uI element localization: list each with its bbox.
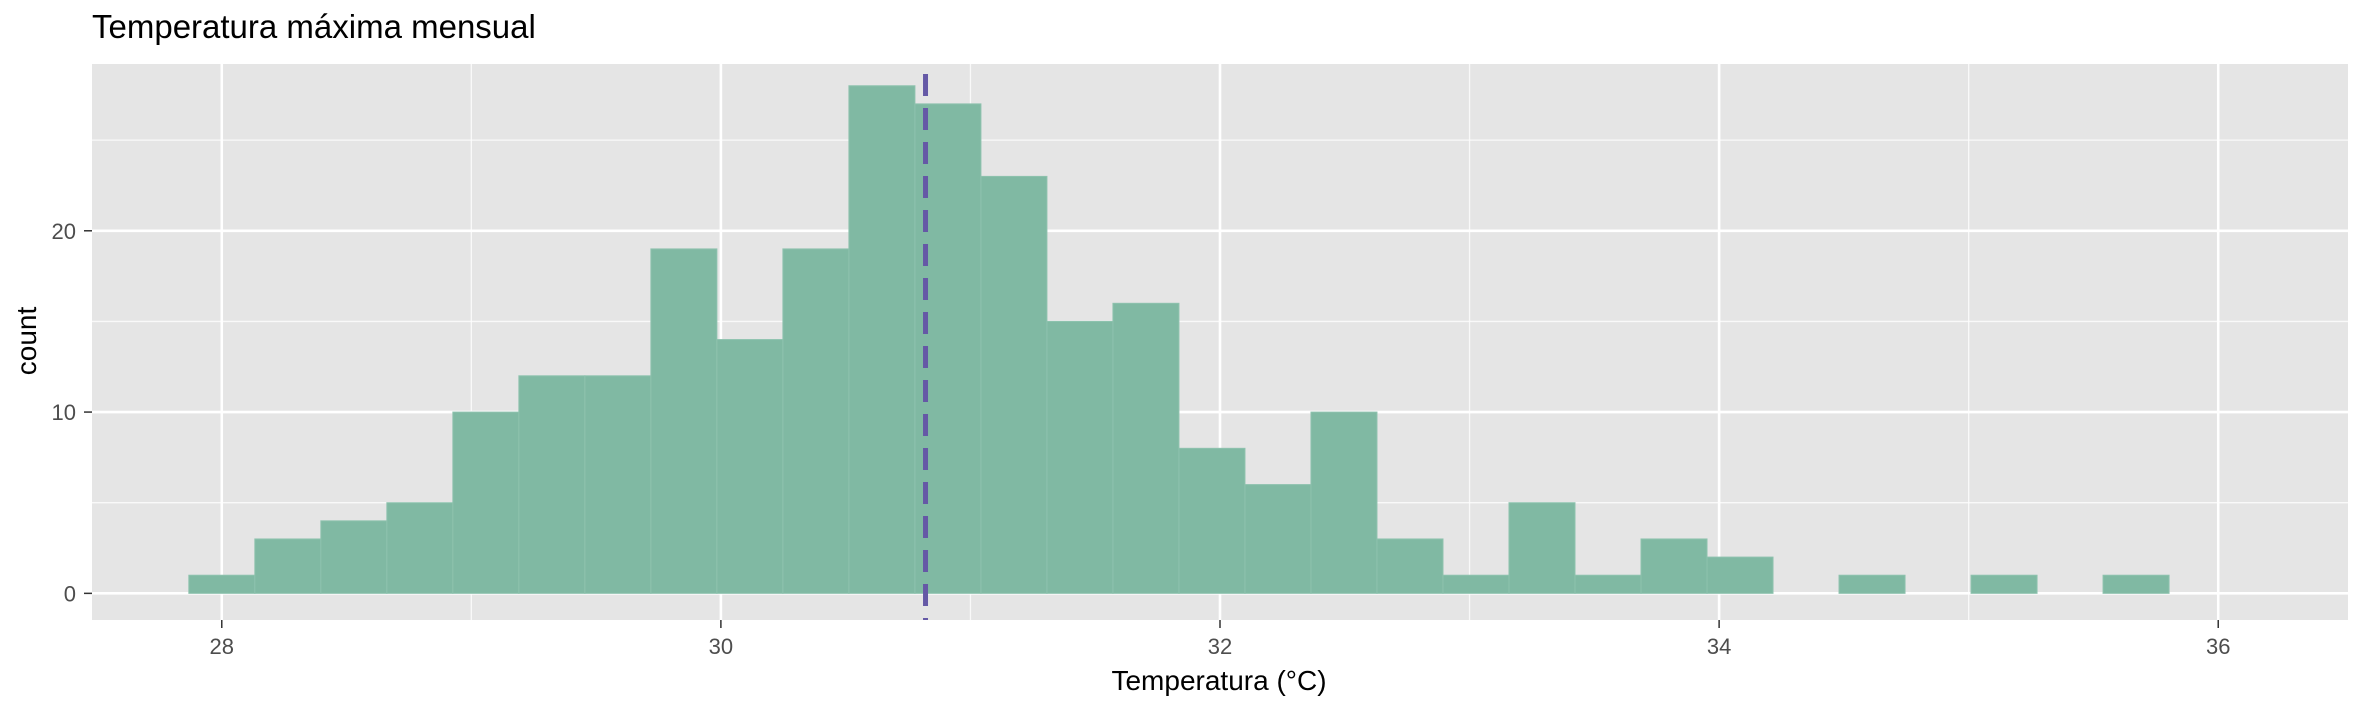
- histogram-bar: [518, 375, 586, 594]
- histogram-bar: [1508, 502, 1576, 594]
- histogram-bar: [1376, 538, 1444, 594]
- x-tick-label: 36: [2206, 634, 2230, 659]
- histogram-bar: [716, 339, 784, 594]
- histogram-bar: [980, 175, 1048, 594]
- x-tick-label: 30: [709, 634, 733, 659]
- histogram-bars: [188, 85, 2170, 594]
- histogram-bar: [1046, 320, 1114, 594]
- x-tick-label: 28: [210, 634, 234, 659]
- histogram-bar: [1310, 411, 1378, 594]
- histogram-bar: [1442, 574, 1510, 594]
- x-tick-label: 32: [1208, 634, 1232, 659]
- histogram-bar: [254, 538, 322, 594]
- histogram-bar: [1574, 574, 1642, 594]
- y-tick-label: 20: [52, 219, 76, 244]
- x-tick-label: 34: [1707, 634, 1731, 659]
- histogram-bar: [848, 85, 916, 594]
- histogram-bar: [1970, 574, 2038, 594]
- histogram-bar: [782, 248, 850, 594]
- histogram-bar: [320, 520, 388, 594]
- histogram-bar: [1706, 556, 1774, 594]
- y-tick-label: 10: [52, 400, 76, 425]
- histogram-bar: [188, 574, 256, 594]
- chart-title: Temperatura máxima mensual: [92, 8, 536, 45]
- x-axis: 28 30 32 34 36: [210, 620, 2230, 659]
- histogram-bar: [452, 411, 520, 594]
- y-axis-title: count: [11, 307, 42, 376]
- histogram-bar: [386, 502, 454, 594]
- histogram-bar: [650, 248, 718, 594]
- histogram-bar: [1178, 447, 1246, 594]
- histogram-bar: [1244, 484, 1312, 594]
- y-tick-label: 0: [64, 581, 76, 606]
- histogram-bar: [1640, 538, 1708, 594]
- histogram-bar: [1112, 302, 1180, 594]
- histogram-bar: [2102, 574, 2170, 594]
- y-axis: 0 10 20: [52, 219, 92, 606]
- x-axis-title: Temperatura (°C): [1111, 665, 1326, 696]
- histogram-bar: [1838, 574, 1906, 594]
- histogram-bar: [584, 375, 652, 594]
